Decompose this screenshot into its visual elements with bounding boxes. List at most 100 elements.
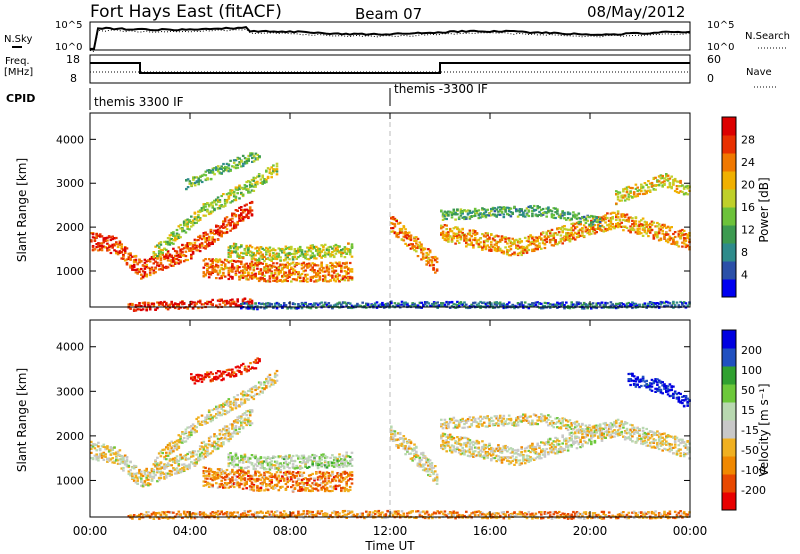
scatter-cell [202, 236, 206, 239]
scatter-cell [313, 245, 316, 248]
scatter-cell [329, 261, 332, 265]
scatter-cell [168, 254, 172, 257]
scatter-cell [518, 210, 522, 213]
scatter-cell [272, 276, 275, 279]
scatter-cell [427, 253, 430, 256]
scatter-cell [572, 229, 575, 232]
scatter-cell [311, 275, 314, 278]
scatter-cell [193, 176, 197, 179]
scatter-cell [211, 236, 214, 239]
scatter-cell [579, 228, 582, 231]
scatter-cell [191, 450, 195, 453]
scatter-cell [211, 442, 214, 445]
scatter-cell [323, 303, 327, 306]
scatter-cell [525, 251, 529, 254]
scatter-cell [238, 427, 241, 430]
scatter-cell [445, 233, 448, 236]
scatter-cell [543, 305, 547, 308]
scatter-cell [125, 463, 129, 466]
scatter-cell [532, 239, 536, 242]
scatter-cell [457, 216, 461, 219]
scatter-cell [165, 307, 168, 310]
scatter-cell [147, 484, 150, 487]
scatter-cell [516, 241, 520, 244]
scatter-cell [484, 302, 488, 306]
scatter-cell [620, 194, 623, 197]
scatter-cell [127, 257, 131, 260]
scatter-cell [420, 243, 423, 246]
scatter-cell [229, 169, 232, 172]
scatter-cell [245, 213, 248, 216]
scatter-cell [182, 302, 186, 305]
scatter-cell [250, 305, 254, 308]
scatter-cell [511, 237, 514, 240]
scatter-cell [327, 271, 331, 274]
scatter-cell [309, 303, 313, 306]
scatter-cell [145, 467, 148, 470]
scatter-cell [323, 301, 327, 304]
scatter-cell [172, 460, 175, 463]
scatter-cell [231, 402, 234, 405]
scatter-cell [557, 215, 561, 218]
scatter-cell [177, 439, 181, 442]
scatter-cell [159, 470, 163, 473]
scatter-cell [266, 305, 270, 308]
scatter-cell [240, 392, 243, 395]
scatter-cell [275, 162, 279, 165]
scatter-cell [495, 240, 498, 243]
scatter-cell [95, 453, 98, 456]
scatter-cell [247, 210, 250, 214]
scatter-cell [341, 252, 345, 255]
scatter-cell [470, 215, 473, 218]
scatter-cell [125, 456, 129, 459]
scatter-cell [200, 306, 204, 309]
scatter-cell [547, 210, 550, 213]
scatter-cell [256, 252, 259, 255]
scatter-cell [466, 239, 470, 242]
scatter-cell [652, 188, 656, 191]
scatter-cell [582, 224, 586, 227]
scatter-cell [211, 210, 214, 213]
scatter-cell [234, 302, 238, 306]
scatter-cell [641, 234, 645, 237]
scatter-cell [556, 208, 559, 211]
scatter-cell [254, 181, 257, 184]
scatter-cell [648, 222, 652, 225]
scatter-cell [207, 273, 211, 276]
scatter-cell [258, 155, 261, 158]
scatter-cell [191, 462, 195, 465]
scatter-cell [197, 373, 200, 376]
scatter-cell [548, 235, 552, 238]
scatter-cell [407, 231, 411, 234]
scatter-cell [148, 257, 152, 261]
scatter-cell [218, 271, 222, 274]
scatter-cell [234, 209, 238, 212]
scatter-cell [440, 304, 443, 307]
scatter-cell [222, 402, 225, 405]
scatter-cell [223, 219, 227, 222]
scatter-cell [677, 191, 681, 194]
scatter-cell [456, 227, 459, 231]
scatter-cell [665, 173, 668, 176]
scatter-cell [463, 217, 466, 221]
scatter-cell [275, 165, 279, 168]
scatter-cell [486, 208, 489, 211]
scatter-cell [172, 247, 175, 250]
scatter-cell [527, 307, 531, 310]
scatter-cell [638, 192, 641, 196]
scatter-cell [175, 228, 179, 232]
scatter-cell [673, 235, 677, 239]
scatter-cell [577, 229, 581, 232]
scatter-cell [413, 305, 416, 308]
scatter-cell [336, 245, 339, 249]
scatter-cell [243, 421, 247, 425]
scatter-cell [468, 209, 472, 212]
scatter-cell [232, 427, 236, 430]
scatter-cell [129, 258, 132, 261]
scatter-cell [131, 476, 134, 479]
scatter-cell [441, 215, 445, 218]
scatter-cell [565, 228, 568, 231]
scatter-cell [643, 220, 647, 223]
scatter-cell [461, 303, 464, 307]
